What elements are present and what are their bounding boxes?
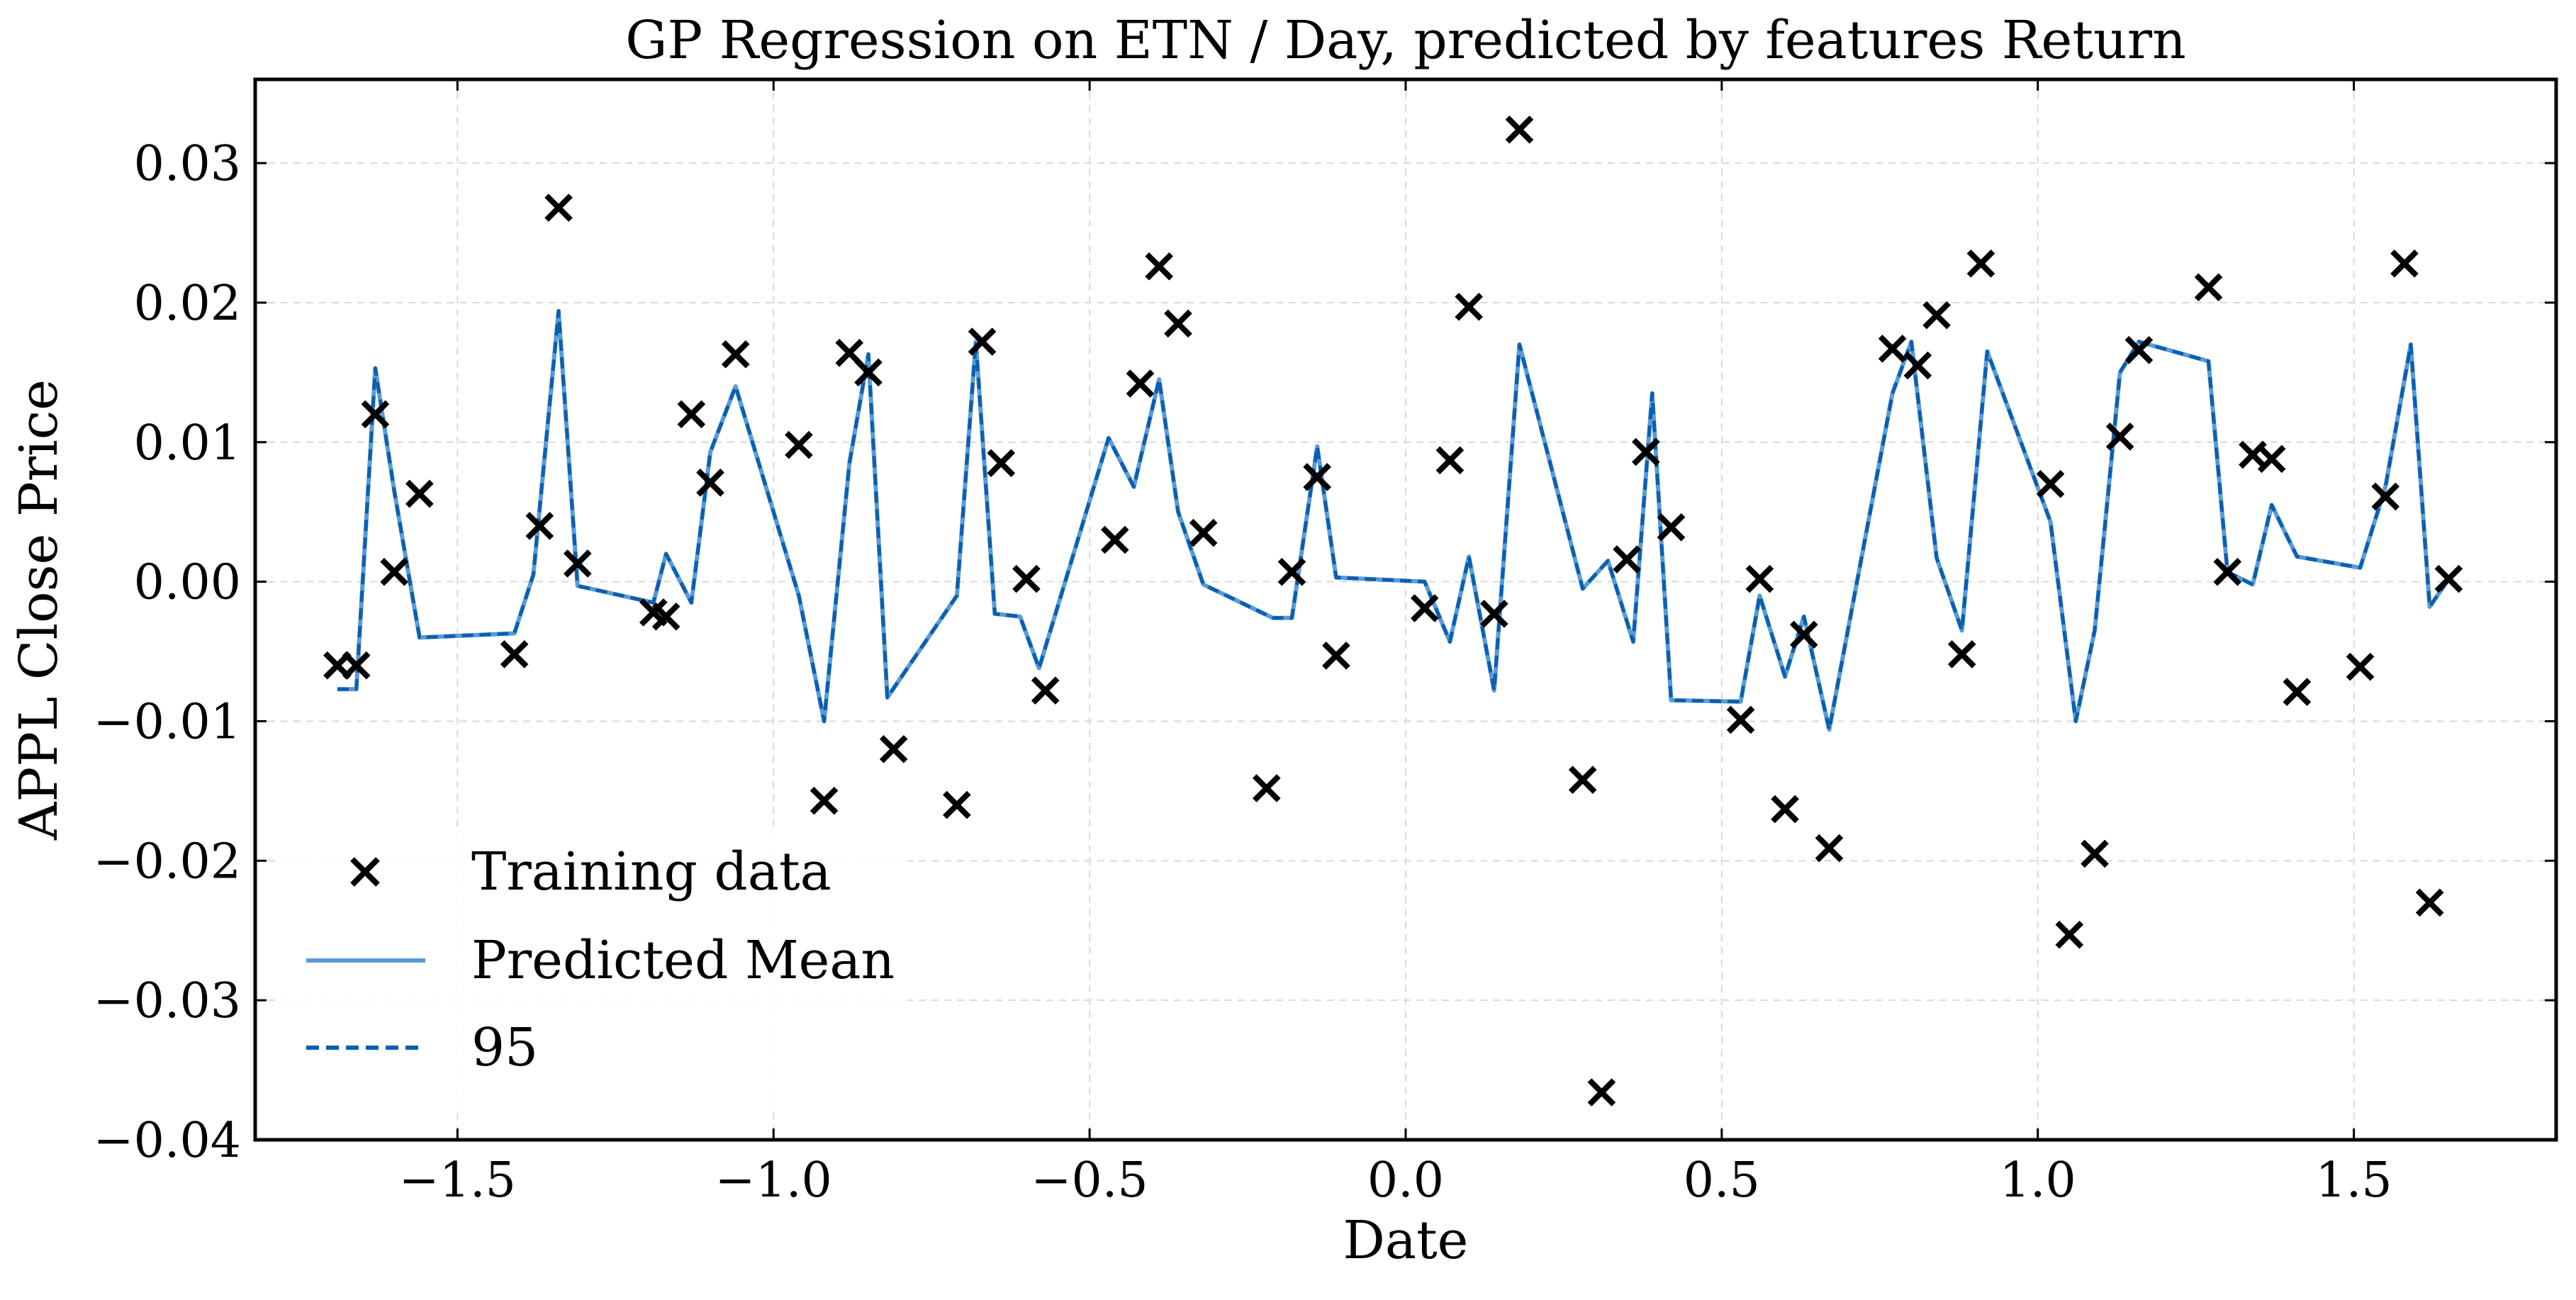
training-point — [1252, 774, 1281, 802]
training-point — [2283, 678, 2312, 706]
training-point — [1771, 795, 1799, 824]
y-tick-label: −0.03 — [94, 973, 241, 1029]
y-tick-label: 0.02 — [134, 276, 241, 332]
training-point — [1145, 252, 1174, 281]
legend: Training data Predicted Mean 95 — [280, 829, 907, 1113]
training-point — [2194, 273, 2223, 302]
training-point — [342, 651, 371, 680]
training-point — [1505, 116, 1534, 144]
training-point — [1878, 335, 1907, 363]
legend-label-95: 95 — [471, 1017, 538, 1078]
training-point — [651, 603, 681, 631]
training-markers — [323, 116, 2463, 1106]
training-point — [405, 479, 434, 508]
training-point — [1613, 545, 1641, 573]
training-point — [1745, 564, 1774, 593]
training-point — [943, 790, 971, 819]
x-axis: −1.5 −1.0 −0.5 0.0 0.5 1.0 1.5 — [399, 79, 2392, 1209]
training-point — [380, 558, 409, 586]
training-point — [1922, 301, 1951, 330]
training-point — [696, 469, 724, 497]
training-point — [1657, 513, 1686, 542]
training-point — [1966, 250, 1995, 278]
y-tick-label: 0.01 — [134, 415, 241, 471]
training-point — [1410, 594, 1439, 622]
predicted-mean-line — [337, 308, 2451, 732]
training-point — [677, 400, 706, 429]
training-point — [2213, 558, 2242, 586]
training-point — [1322, 641, 1350, 670]
legend-label-mean: Predicted Mean — [471, 930, 895, 991]
training-point — [968, 327, 997, 356]
y-tick-label: −0.04 — [94, 1113, 241, 1169]
y-axis-label: APPL Close Price — [9, 379, 69, 841]
training-point — [1568, 766, 1597, 794]
training-point — [2257, 444, 2286, 474]
training-point — [1189, 518, 1218, 547]
training-point — [2434, 564, 2463, 593]
training-point — [1587, 1078, 1616, 1106]
training-point — [810, 786, 839, 815]
training-point — [1632, 437, 1660, 466]
training-point — [2036, 470, 2065, 498]
x-tick-label: 1.0 — [2000, 1153, 2076, 1209]
training-point — [785, 430, 813, 459]
training-point — [1789, 620, 1818, 649]
x-tick-label: −0.5 — [1031, 1153, 1148, 1209]
training-point — [854, 358, 883, 387]
training-point — [1100, 525, 1129, 554]
plot-frame — [253, 77, 2558, 1142]
training-point — [1277, 558, 1306, 586]
training-point — [987, 449, 1016, 478]
training-point — [2055, 920, 2084, 949]
training-point — [1303, 463, 1331, 491]
x-axis-label: Date — [1343, 1210, 1469, 1271]
training-point — [1164, 309, 1192, 338]
training-point — [2415, 888, 2444, 917]
training-point — [544, 194, 573, 222]
legend-marker-icon — [350, 857, 380, 887]
x-tick-label: 1.5 — [2316, 1153, 2392, 1209]
y-tick-label: 0.00 — [134, 555, 241, 611]
training-point — [1031, 676, 1060, 705]
training-point — [1947, 640, 1976, 668]
confidence-band-line — [337, 309, 2451, 732]
training-point — [1815, 834, 1844, 863]
legend-label-training: Training data — [471, 841, 831, 902]
training-point — [1480, 600, 1508, 628]
training-point — [1455, 293, 1484, 321]
training-point — [1126, 369, 1155, 398]
y-tick-label: 0.03 — [134, 136, 241, 192]
x-tick-label: 0.0 — [1367, 1153, 1444, 1209]
training-point — [525, 512, 554, 540]
y-tick-label: −0.02 — [94, 834, 241, 890]
training-point — [2124, 336, 2154, 364]
legend-box — [280, 829, 907, 1113]
series-layer — [337, 308, 2451, 732]
training-point — [1012, 564, 1041, 593]
training-point — [2105, 422, 2134, 451]
training-point — [1726, 705, 1755, 734]
y-tick-label: −0.01 — [94, 694, 241, 750]
training-point — [1903, 351, 1932, 380]
training-point — [721, 340, 750, 369]
x-tick-label: −1.0 — [715, 1153, 832, 1209]
x-tick-label: 0.5 — [1684, 1153, 1760, 1209]
training-point — [2081, 839, 2109, 868]
training-point — [2346, 652, 2375, 681]
chart-title: GP Regression on ETN / Day, predicted by… — [625, 10, 2186, 71]
training-point — [879, 735, 908, 763]
training-point — [2390, 250, 2419, 278]
training-point — [563, 549, 592, 578]
training-point — [1435, 446, 1465, 475]
x-tick-label: −1.5 — [399, 1153, 516, 1209]
training-point — [2371, 482, 2400, 511]
training-point — [500, 640, 529, 668]
training-point — [361, 400, 390, 429]
y-axis: −0.04 −0.03 −0.02 −0.01 0.00 0.01 0.02 0.03 — [94, 136, 2556, 1169]
